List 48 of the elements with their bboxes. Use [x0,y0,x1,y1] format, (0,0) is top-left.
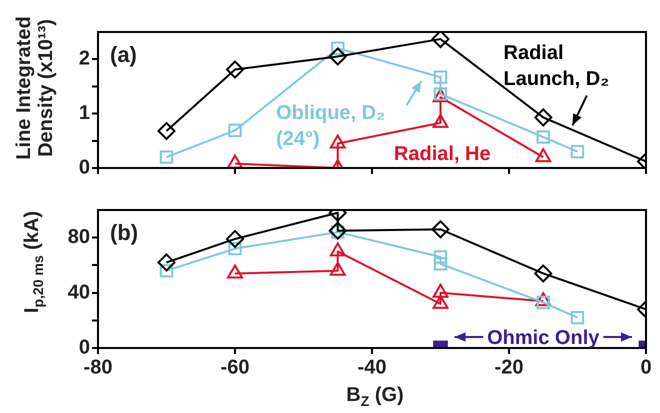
point [330,262,346,276]
point [432,114,448,128]
annotation: (a) [110,42,137,67]
point [330,134,346,149]
annotation: (b) [110,220,138,245]
x-tick-label: -20 [494,356,524,379]
point [570,145,584,158]
point [432,284,448,298]
point [432,220,450,238]
point [432,294,448,309]
y-tick-label: 2 [78,48,90,70]
y-tick-label: 80 [68,226,90,248]
point [536,130,550,144]
point [534,108,552,126]
y-tick-label: 0 [78,156,90,179]
point [331,42,344,55]
point [158,122,176,140]
point [434,257,448,270]
y-axis-title: Line Integrated Density (x10¹³) [13,15,57,162]
x-tick-label: -40 [358,356,386,379]
point [328,47,347,66]
x-tick-label: 0 [640,356,652,379]
x-tick-label: -60 [220,356,250,379]
legend-label: Ohmic Only [487,327,600,349]
point [226,230,244,248]
point [228,242,242,256]
y-tick-label: 0 [78,336,90,359]
point [227,154,243,168]
series-label: Radial, He [394,142,491,165]
point [535,292,552,306]
point [160,150,174,164]
point [226,60,244,79]
y-tick-label: 40 [68,281,90,304]
series-label: Radial Launch, D₂ [504,42,610,90]
series-label: Oblique, D₂ (24°) [276,102,385,150]
y-tick-label: 1 [78,102,90,124]
x-tick-label: -80 [84,356,112,379]
point [434,250,448,264]
point [534,264,552,282]
point [434,70,448,84]
point [328,222,347,240]
point [160,264,174,278]
x-axis-title: B$_{Z}$ (G) [345,384,405,409]
point [227,264,243,278]
point [158,253,176,272]
point [228,124,242,138]
point [535,148,552,162]
point [432,32,450,48]
